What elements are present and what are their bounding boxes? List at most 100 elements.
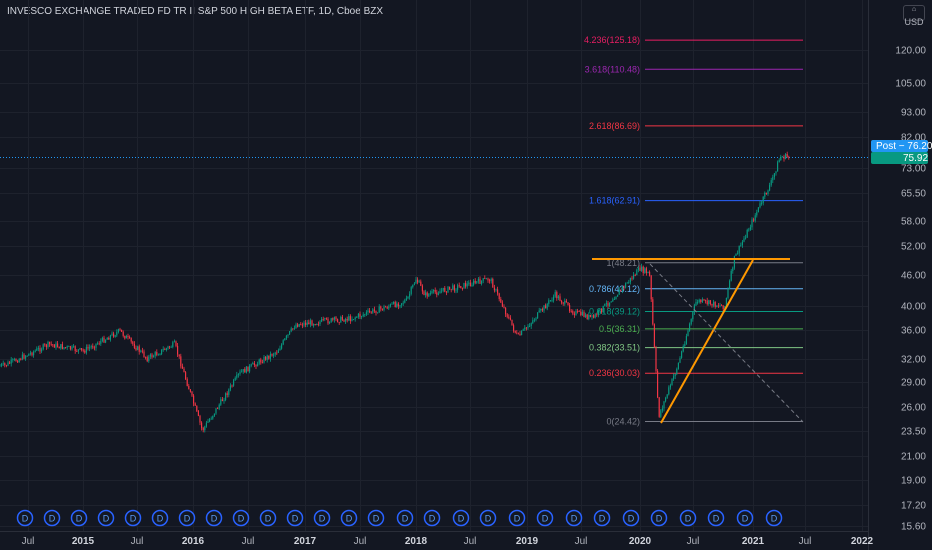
dividend-marker[interactable]: D <box>43 509 61 527</box>
candle-body <box>375 310 377 313</box>
dividend-label: D <box>542 514 549 524</box>
candle-body <box>362 314 364 317</box>
dividend-marker[interactable]: D <box>124 509 142 527</box>
candle-body <box>698 299 700 302</box>
dividend-marker[interactable]: D <box>205 509 223 527</box>
dividend-label: D <box>599 514 606 524</box>
candle-body <box>578 311 580 312</box>
candle-body <box>394 301 396 308</box>
dividend-marker[interactable]: D <box>765 509 783 527</box>
dividend-marker[interactable]: D <box>423 509 441 527</box>
candle-body <box>388 306 390 309</box>
y-tick-label: 65.50 <box>901 189 926 200</box>
dividend-label: D <box>771 514 778 524</box>
x-tick-label: 2022 <box>851 536 874 547</box>
candle-body <box>63 347 65 349</box>
dividend-marker[interactable]: D <box>565 509 583 527</box>
candle-body <box>620 289 622 291</box>
dividend-marker[interactable]: D <box>97 509 115 527</box>
dividend-marker[interactable]: D <box>151 509 169 527</box>
candle-body <box>621 286 623 291</box>
dividend-marker[interactable]: D <box>593 509 611 527</box>
candle-body <box>551 300 553 302</box>
dividend-marker[interactable]: D <box>259 509 277 527</box>
candle-body <box>601 308 603 313</box>
dividend-marker[interactable]: D <box>70 509 88 527</box>
dividend-marker[interactable]: D <box>178 509 196 527</box>
candle-body <box>15 359 17 362</box>
dividend-label: D <box>184 514 191 524</box>
dividend-marker[interactable]: D <box>508 509 526 527</box>
candle-body <box>431 291 433 294</box>
candle-body <box>183 368 185 373</box>
candle-body <box>767 190 769 194</box>
candle-body <box>61 344 63 349</box>
dividend-marker[interactable]: D <box>340 509 358 527</box>
candle-body <box>71 346 73 350</box>
x-axis[interactable]: Jul 2015 Jul 2016 Jul 2017 Jul 2018 Jul 2019 Jul 20… <box>22 536 874 547</box>
dividend-marker[interactable]: D <box>736 509 754 527</box>
candle-body <box>191 391 193 396</box>
candle-body <box>492 279 494 288</box>
candle-body <box>141 350 143 352</box>
candle-body <box>21 354 23 360</box>
candle-body <box>396 303 398 308</box>
x-tick-label: 2016 <box>182 536 205 547</box>
candle-body <box>367 310 369 313</box>
dividend-marker[interactable]: D <box>650 509 668 527</box>
dividend-marker[interactable]: D <box>313 509 331 527</box>
candle-body <box>657 370 659 398</box>
candle-body <box>146 357 148 362</box>
candle-body <box>185 372 187 380</box>
candle-body <box>148 356 150 362</box>
candle-body <box>404 300 406 303</box>
candle-body <box>428 293 430 297</box>
dividend-marker[interactable]: D <box>536 509 554 527</box>
x-tick-label: 2015 <box>72 536 95 547</box>
dividend-marker[interactable]: D <box>679 509 697 527</box>
candle-body <box>370 311 372 313</box>
dividend-label: D <box>130 514 137 524</box>
candle-body <box>433 289 435 292</box>
candle-body <box>541 308 543 311</box>
candle-body <box>154 352 156 356</box>
dividend-marker[interactable]: D <box>452 509 470 527</box>
dividend-label: D <box>292 514 299 524</box>
candle-body <box>361 316 363 317</box>
y-tick-label: 73.00 <box>901 164 926 175</box>
candle-body <box>429 293 431 295</box>
candle-body <box>655 347 657 371</box>
candle-body <box>503 306 505 308</box>
dividend-marker[interactable]: D <box>622 509 640 527</box>
candle-body <box>580 311 582 316</box>
candle-body <box>109 335 111 340</box>
dividend-marker[interactable]: D <box>479 509 497 527</box>
candle-body <box>455 289 457 291</box>
candle-body <box>204 426 206 431</box>
candle-body <box>474 280 476 283</box>
candle-body <box>607 303 609 306</box>
candle-body <box>101 337 103 342</box>
candle-body <box>393 301 395 304</box>
candle-body <box>556 292 558 299</box>
candle-body <box>345 318 347 322</box>
y-tick-label: 21.00 <box>901 452 926 463</box>
candle-body <box>770 180 772 186</box>
dividend-marker[interactable]: D <box>286 509 304 527</box>
candle-body <box>103 337 105 343</box>
candle-body <box>354 317 356 320</box>
candle-body <box>343 319 345 322</box>
currency-button[interactable]: ⌂ USD <box>903 5 925 27</box>
y-axis[interactable]: 120.00 105.00 93.00 82.00 73.00 65.50 58.00 52.… <box>895 46 926 533</box>
dividend-marker[interactable]: D <box>232 509 250 527</box>
dividend-marker[interactable]: D <box>396 509 414 527</box>
dividend-marker[interactable]: D <box>367 509 385 527</box>
candle-body <box>162 349 164 351</box>
trend-line[interactable] <box>660 259 754 424</box>
dividend-marker[interactable]: D <box>707 509 725 527</box>
candle-body <box>631 277 633 279</box>
candle-body <box>68 346 70 347</box>
candle-body <box>44 344 46 346</box>
dividend-marker[interactable]: D <box>16 509 34 527</box>
